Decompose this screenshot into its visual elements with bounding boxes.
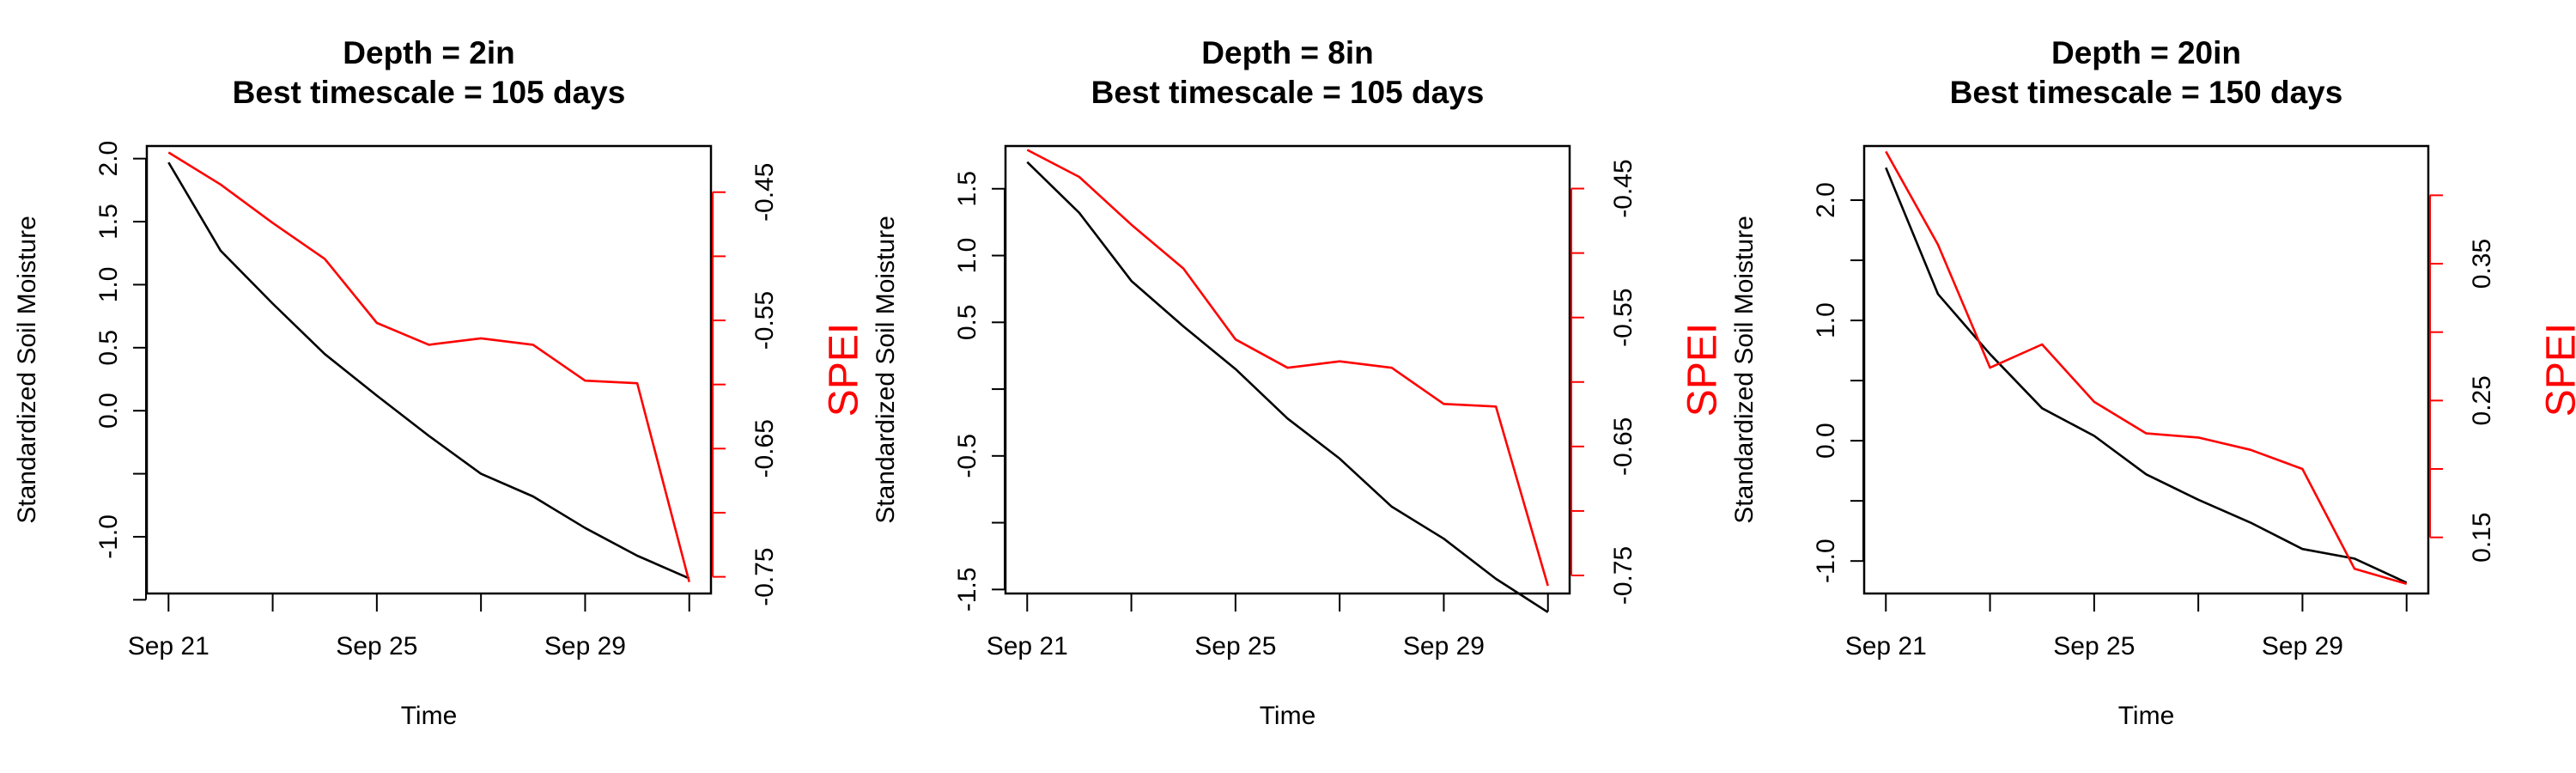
x-tick-label: Sep 21 [987,632,1068,660]
y-tick-label: -0.5 [953,434,981,478]
y2-tick-label: -0.45 [750,163,779,222]
chart-title-line-2: Best timescale = 105 days [1091,75,1485,110]
y-axis-title: Standardized Soil Moisture [13,216,41,524]
y2-tick-label: -0.75 [1609,546,1637,605]
y2-axis-title: SPEI [1680,323,1726,417]
chart-title-line-1: Depth = 2in [343,35,514,70]
y-tick-label: -1.0 [1812,539,1840,583]
x-tick-label: Sep 29 [544,632,626,660]
y-tick-label: 2.0 [94,141,123,177]
x-tick-label: Sep 25 [336,632,417,660]
y-axis-left: -1.0 0.0 0.5 1.0 1.5 2.0 [94,141,147,601]
y2-tick-label: -0.65 [1609,417,1637,476]
y-axis-title: Standardized Soil Moisture [1730,216,1759,524]
chart-title-line-2: Best timescale = 105 days [233,75,626,110]
y2-axis-title: SPEI [2539,323,2576,417]
plot-frame [1004,144,1571,595]
y-tick-label: 0.0 [94,393,123,429]
x-axis: Sep 21 Sep 25 Sep 29 [128,593,690,660]
x-axis-title: Time [1260,702,1316,730]
y-axis-title: Standardized Soil Moisture [872,216,900,524]
spei-series-line [1026,149,1549,587]
y-tick-label: 1.0 [1812,302,1840,338]
x-tick-label: Sep 25 [2053,632,2135,660]
y-tick-label: 0.5 [953,304,981,340]
x-tick-label: Sep 29 [1403,632,1485,660]
x-axis-title: Time [401,702,458,730]
x-axis: Sep 21 Sep 25 Sep 29 [1845,593,2408,660]
x-tick-label: Sep 21 [128,632,210,660]
y-axis-left: -1.5 -0.5 0.5 1.0 1.5 [953,171,1005,612]
x-axis: Sep 21 Sep 25 Sep 29 [987,593,1549,660]
plot-frame [1862,144,2430,595]
chart-panel-2: Depth = 8in Best timescale = 105 days Sep … [872,35,1726,730]
x-tick-label: Sep 25 [1194,632,1276,660]
soil-moisture-series-line [1885,167,2408,584]
y2-axis-title: SPEI [822,323,867,417]
y-tick-label: 0.0 [1812,423,1840,459]
soil-moisture-series-line [1026,161,1549,613]
x-tick-label: Sep 29 [2262,632,2343,660]
y-axis-left: -1.0 0.0 1.0 2.0 [1812,182,1864,583]
chart-title-line-1: Depth = 20in [2051,35,2241,70]
y-tick-label: 2.0 [1812,182,1840,218]
chart-panel-1: Depth = 2in Best timescale = 105 days Sep … [13,35,867,730]
x-tick-label: Sep 21 [1845,632,1927,660]
y-tick-label: 1.0 [953,238,981,274]
y2-tick-label: 0.35 [2468,239,2496,289]
y2-tick-label: -0.75 [750,547,779,606]
y2-tick-label: 0.15 [2468,512,2496,562]
y2-tick-label: 0.25 [2468,375,2496,425]
y2-tick-label: -0.55 [1609,288,1637,346]
chart-panel-3: Depth = 20in Best timescale = 150 days Sep… [1730,35,2576,730]
y2-tick-label: -0.45 [1609,159,1637,217]
y2-tick-label: -0.55 [750,291,779,350]
y-tick-label: -1.5 [953,567,981,612]
spei-series-line [167,151,690,582]
y-tick-label: 0.5 [94,330,123,366]
y-tick-label: 1.0 [94,267,123,303]
y-tick-label: 1.5 [94,204,123,240]
soil-moisture-series-line [167,161,690,580]
y-axis-right: -0.75 -0.65 -0.55 -0.45 [712,163,779,606]
chart-title-line-2: Best timescale = 150 days [1950,75,2343,110]
y-tick-label: 1.5 [953,171,981,207]
y2-tick-label: -0.65 [750,419,779,478]
y-tick-label: -1.0 [94,514,123,559]
y-axis-right: 0.15 0.25 0.35 [2429,194,2496,563]
x-axis-title: Time [2118,702,2175,730]
y-axis-right: -0.75 -0.65 -0.55 -0.45 [1571,159,1637,605]
chart-title-line-1: Depth = 8in [1201,35,1373,70]
spei-series-line [1885,150,2408,586]
plot-frame [145,144,713,595]
